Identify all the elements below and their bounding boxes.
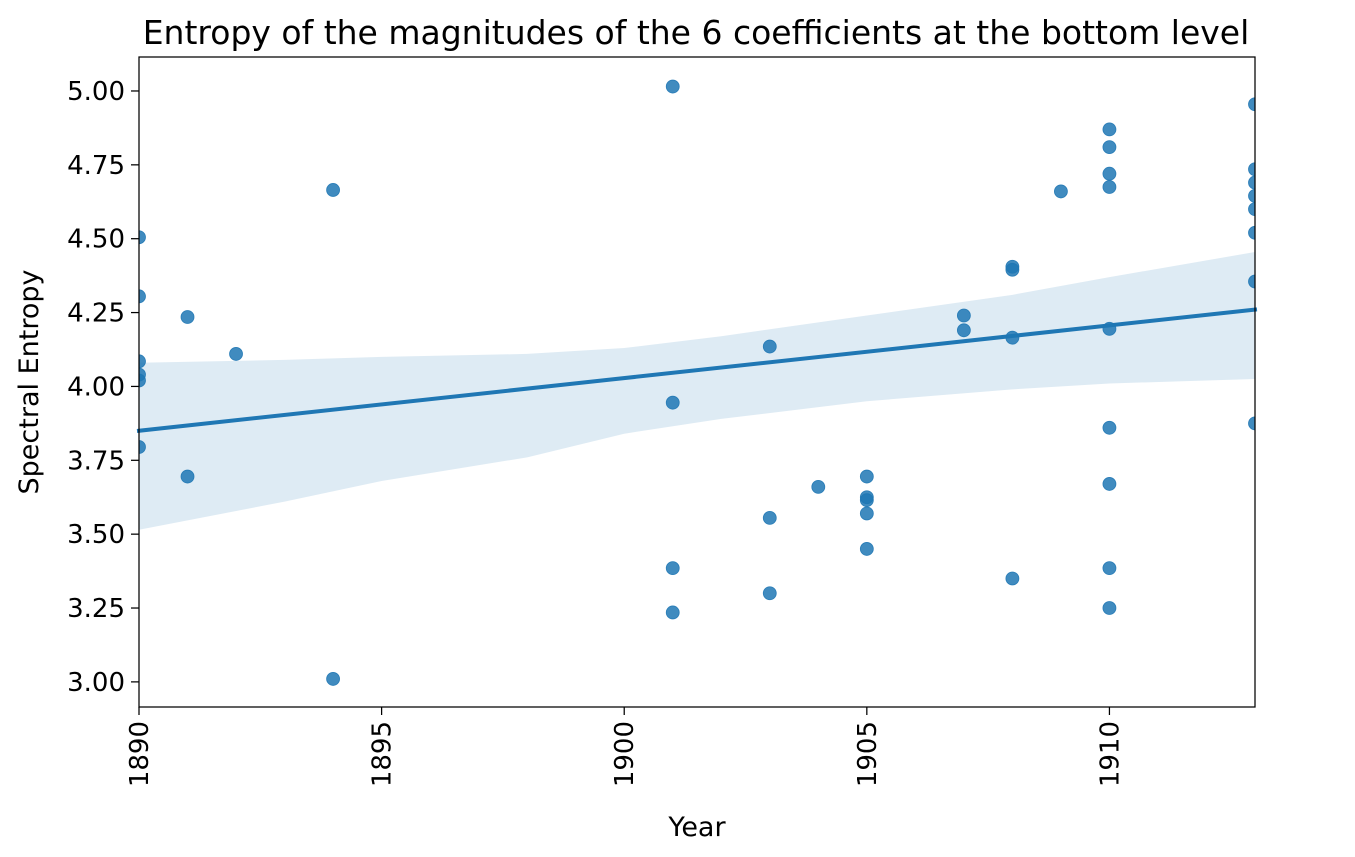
data-point bbox=[139, 373, 146, 388]
data-point bbox=[1005, 330, 1020, 345]
data-point bbox=[859, 493, 874, 508]
data-point bbox=[139, 354, 146, 369]
y-tick-label: 3.25 bbox=[67, 594, 125, 624]
data-point bbox=[1102, 561, 1117, 576]
data-point bbox=[1054, 184, 1068, 199]
y-tick-label: 4.00 bbox=[67, 372, 125, 402]
data-point bbox=[326, 183, 340, 197]
data-point bbox=[139, 440, 146, 454]
y-tick-label: 3.50 bbox=[67, 520, 125, 550]
data-point bbox=[229, 347, 243, 361]
data-point bbox=[1248, 97, 1255, 112]
data-point bbox=[1248, 416, 1255, 431]
data-point bbox=[1102, 321, 1117, 336]
data-point bbox=[762, 511, 777, 525]
data-point bbox=[1248, 202, 1255, 217]
y-tick-label: 3.75 bbox=[67, 446, 125, 476]
x-tick-label: 1895 bbox=[368, 721, 398, 787]
regression-line-layer bbox=[136, 307, 1258, 433]
data-point bbox=[139, 289, 146, 304]
data-point bbox=[180, 469, 195, 484]
x-axis-ticks: 1890 1895 1900 1905 1910 bbox=[125, 707, 1125, 787]
data-point bbox=[859, 469, 874, 484]
x-tick-label: 1910 bbox=[1095, 721, 1125, 787]
data-point bbox=[180, 310, 195, 324]
y-tick-label: 5.00 bbox=[67, 77, 125, 107]
x-tick-label: 1905 bbox=[853, 721, 883, 787]
data-point bbox=[762, 586, 777, 601]
data-point bbox=[665, 605, 680, 620]
data-points-layer bbox=[139, 79, 1255, 686]
chart-title: Entropy of the magnitudes of the 6 coeff… bbox=[143, 13, 1250, 52]
data-point bbox=[1248, 225, 1255, 240]
y-axis-label: Spectral Entropy bbox=[14, 270, 45, 495]
data-point bbox=[1102, 477, 1117, 491]
data-point bbox=[1248, 175, 1255, 190]
data-point bbox=[1102, 166, 1117, 181]
data-point bbox=[1005, 262, 1020, 277]
data-point bbox=[811, 479, 826, 494]
data-point bbox=[1102, 140, 1117, 155]
data-point bbox=[326, 672, 340, 686]
data-point bbox=[665, 79, 680, 94]
data-point bbox=[1102, 601, 1117, 615]
x-tick-label: 1900 bbox=[610, 721, 640, 787]
data-point bbox=[665, 395, 680, 410]
y-axis-ticks: 3.00 3.25 3.50 3.75 4.00 4.25 4.50 4.75 5.00 bbox=[67, 77, 139, 698]
data-point bbox=[956, 323, 971, 338]
data-point bbox=[1102, 420, 1117, 435]
data-point bbox=[1248, 162, 1255, 177]
data-point bbox=[859, 542, 874, 556]
y-tick-label: 4.75 bbox=[67, 151, 125, 181]
data-point bbox=[1248, 274, 1255, 289]
regression-line bbox=[136, 307, 1258, 433]
data-point bbox=[1005, 571, 1020, 586]
data-point bbox=[1248, 188, 1255, 203]
y-tick-label: 4.25 bbox=[67, 299, 125, 329]
data-point bbox=[956, 308, 971, 323]
data-point bbox=[762, 339, 777, 354]
data-point bbox=[859, 506, 874, 521]
data-point bbox=[1102, 122, 1117, 137]
confidence-band-layer bbox=[139, 252, 1255, 530]
plot-area-frame bbox=[138, 56, 1256, 708]
data-point bbox=[139, 230, 146, 245]
x-tick-label: 1890 bbox=[125, 721, 155, 787]
x-axis-label: Year bbox=[667, 812, 726, 843]
data-point bbox=[1102, 180, 1117, 194]
confidence-band bbox=[139, 252, 1255, 530]
y-tick-label: 3.00 bbox=[67, 668, 125, 698]
data-point bbox=[665, 561, 680, 576]
y-tick-label: 4.50 bbox=[67, 225, 125, 255]
